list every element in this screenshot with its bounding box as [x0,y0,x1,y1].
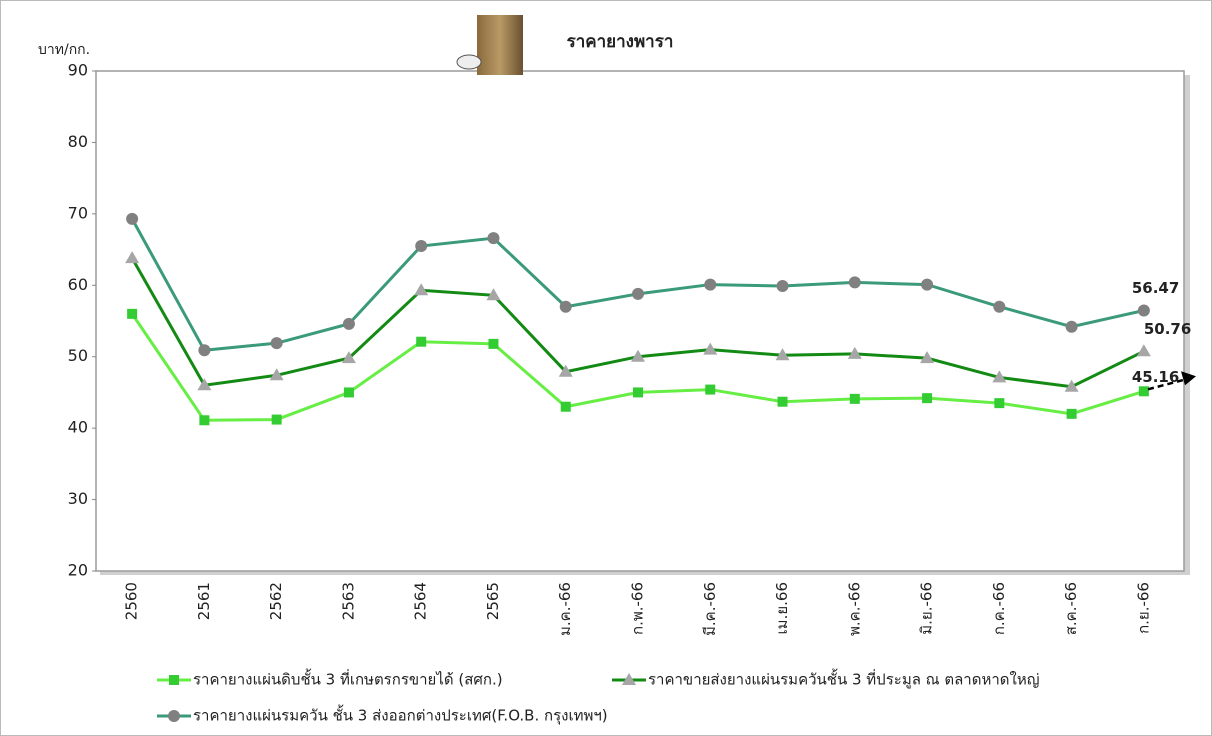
marker [272,415,282,425]
marker [416,337,426,347]
y-tick-label: 30 [68,489,88,508]
y-tick-label: 20 [68,561,88,580]
x-tick-label: ส.ค.-66 [1062,582,1080,635]
marker [126,213,138,225]
legend-label: ราคายางแผ่นรมควัน ชั้น 3 ส่งออกต่างประเท… [193,705,608,726]
marker [1066,321,1078,333]
y-tick-label: 90 [68,61,88,80]
legend-label: ราคาขายส่งยางแผ่นรมควันชั้น 3 ที่ประมูล … [648,669,1040,689]
x-tick-label: มิ.ย.-66 [918,582,936,635]
y-axis-label: บาท/กก. [38,42,90,58]
marker [344,387,354,397]
marker [198,344,210,356]
y-tick-label: 50 [68,346,88,365]
marker [127,309,137,319]
x-tick-label: มี.ค.-66 [701,582,719,636]
marker [705,385,715,395]
marker [704,279,716,291]
x-tick-label: 2563 [339,582,357,620]
legend-entry: ราคายางแผ่นรมควัน ชั้น 3 ส่งออกต่างประเท… [157,705,608,726]
marker [561,402,571,412]
marker [994,398,1004,408]
marker [632,288,644,300]
marker [415,240,427,252]
value-label: 50.76 [1144,320,1191,338]
x-tick-label: 2561 [195,582,213,620]
marker [168,710,180,722]
marker [199,415,209,425]
x-tick-label: ม.ค.-66 [556,582,574,636]
marker [777,280,789,292]
marker [560,301,572,313]
marker [633,387,643,397]
x-tick-label: 2560 [123,582,141,620]
x-tick-label: ก.ค.-66 [990,582,1008,635]
y-tick-label: 60 [68,275,88,294]
chart-title: ราคายางพารา [567,32,674,52]
marker [271,337,283,349]
legend-entry: ราคาขายส่งยางแผ่นรมควันชั้น 3 ที่ประมูล … [612,669,1040,689]
legend-label: ราคายางแผ่นดิบชั้น 3 ที่เกษตรกรขายได้ (ส… [193,669,503,689]
marker [778,397,788,407]
y-tick-label: 70 [68,203,88,222]
x-tick-label: พ.ค.-66 [845,582,863,636]
marker [850,394,860,404]
marker [993,301,1005,313]
plot-frame [96,71,1184,571]
icon-cup [457,55,481,69]
x-tick-label: ก.พ.-66 [629,582,647,635]
x-tick-label: 2564 [412,582,430,620]
marker [169,675,179,685]
y-tick-label: 80 [68,132,88,151]
y-tick-label: 40 [68,418,88,437]
marker [1138,305,1150,317]
marker [487,232,499,244]
x-tick-label: ก.ย.-66 [1134,582,1152,634]
marker [1139,386,1149,396]
value-label: 56.47 [1132,279,1179,297]
legend-entry: ราคายางแผ่นดิบชั้น 3 ที่เกษตรกรขายได้ (ส… [157,669,503,689]
marker [488,339,498,349]
marker [921,279,933,291]
marker [849,276,861,288]
marker [343,318,355,330]
marker [1067,409,1077,419]
chart: ราคายางพารา บาท/กก. 20 30 40 50 60 70 80 90 2560… [0,0,1212,736]
marker [922,393,932,403]
icon-tree [477,15,523,75]
x-tick-label: เม.ย.66 [773,582,791,634]
x-tick-label: 2562 [267,582,285,620]
x-tick-label: 2565 [484,582,502,620]
